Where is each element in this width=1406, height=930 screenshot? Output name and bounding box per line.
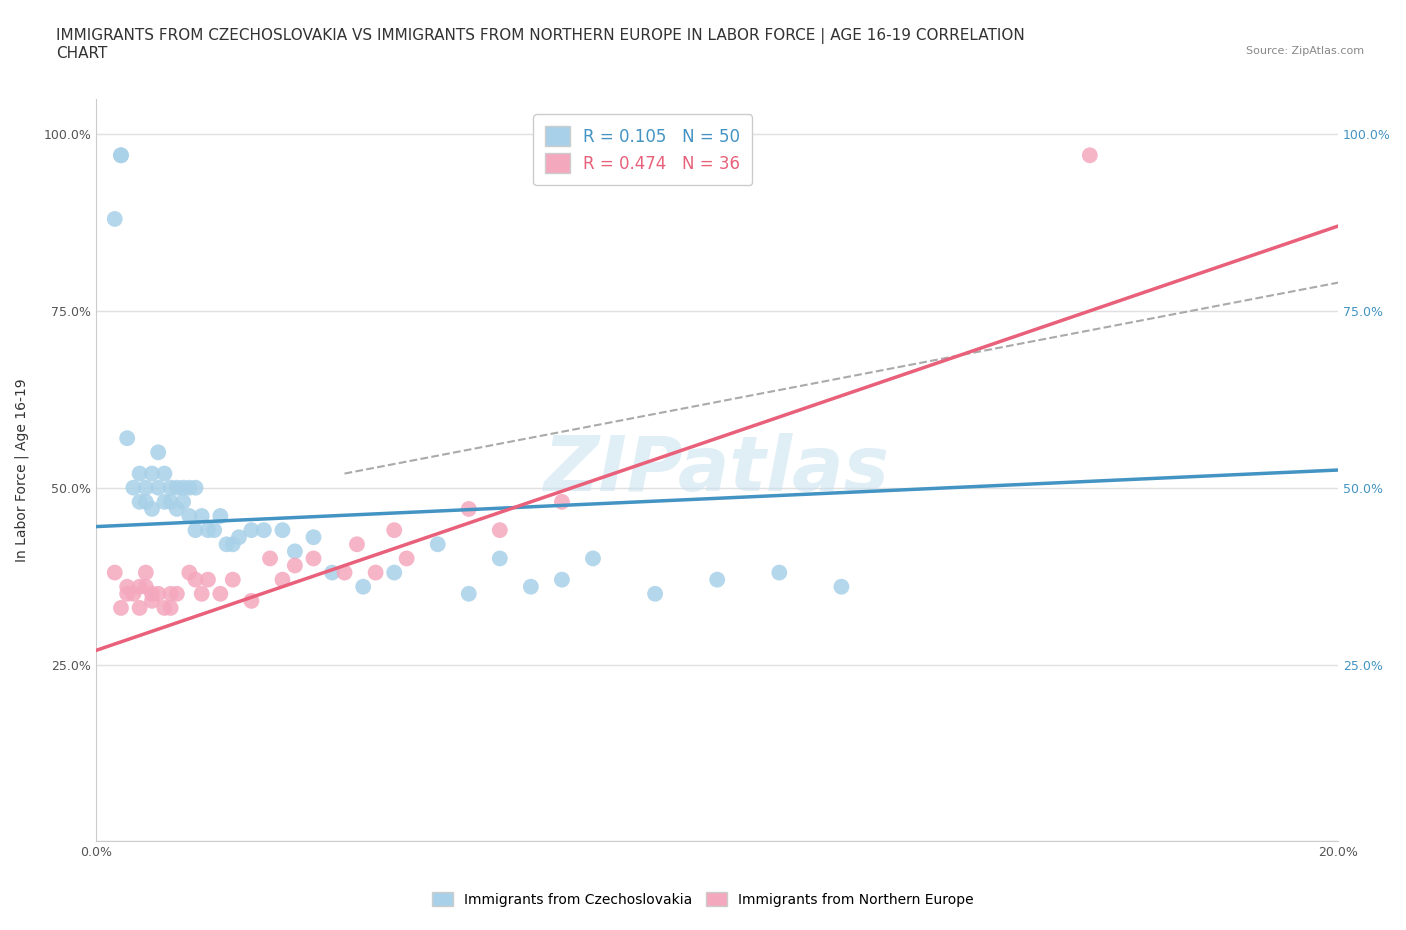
Point (110, 148, 132, 163)
Point (457, 501, 479, 516)
Point (115, 586, 138, 601)
Point (148, 445, 170, 459)
Legend: R = 0.105   N = 50, R = 0.474   N = 36: R = 0.105 N = 50, R = 0.474 N = 36 (533, 114, 752, 185)
Point (159, 480, 181, 495)
Point (197, 523, 219, 538)
Point (382, 565, 405, 580)
Point (768, 565, 790, 580)
Point (209, 586, 232, 601)
Point (395, 551, 418, 565)
Point (222, 537, 245, 551)
Point (240, 523, 263, 538)
Point (110, 601, 132, 616)
Point (159, 495, 181, 510)
Point (271, 572, 294, 587)
Point (520, 579, 543, 594)
Point (582, 551, 605, 565)
Point (141, 501, 163, 516)
Point (115, 579, 138, 594)
Point (135, 495, 157, 510)
Point (135, 565, 157, 580)
Text: Source: ZipAtlas.com: Source: ZipAtlas.com (1246, 46, 1364, 57)
Legend: Immigrants from Czechoslovakia, Immigrants from Northern Europe: Immigrants from Czechoslovakia, Immigran… (425, 885, 981, 914)
Point (706, 572, 728, 587)
Text: IMMIGRANTS FROM CZECHOSLOVAKIA VS IMMIGRANTS FROM NORTHERN EUROPE IN LABOR FORCE: IMMIGRANTS FROM CZECHOSLOVAKIA VS IMMIGR… (56, 28, 1025, 61)
Point (240, 593, 263, 608)
Point (179, 565, 201, 580)
Point (166, 480, 188, 495)
Point (228, 530, 250, 545)
Point (141, 593, 163, 608)
Point (209, 509, 232, 524)
Point (141, 586, 163, 601)
Point (190, 586, 212, 601)
Point (153, 466, 176, 481)
Point (166, 501, 188, 516)
Point (159, 586, 181, 601)
Point (153, 495, 176, 510)
Point (830, 579, 852, 594)
Point (551, 572, 574, 587)
Point (284, 558, 307, 573)
Point (184, 572, 207, 587)
Point (153, 601, 176, 616)
Point (179, 480, 201, 495)
Point (426, 537, 449, 551)
Point (253, 523, 276, 538)
Point (148, 586, 170, 601)
Point (321, 565, 343, 580)
Point (333, 565, 356, 580)
Point (271, 523, 294, 538)
Point (135, 480, 157, 495)
Y-axis label: In Labor Force | Age 16-19: In Labor Force | Age 16-19 (15, 379, 30, 562)
Text: ZIPatlas: ZIPatlas (544, 433, 890, 507)
Point (110, 148, 132, 163)
Point (184, 480, 207, 495)
Point (115, 431, 138, 445)
Point (488, 551, 510, 565)
Point (128, 495, 150, 510)
Point (159, 601, 181, 616)
Point (302, 551, 325, 565)
Point (215, 537, 238, 551)
Point (551, 495, 574, 510)
Point (128, 601, 150, 616)
Point (166, 586, 188, 601)
Point (128, 579, 150, 594)
Point (122, 480, 145, 495)
Point (190, 509, 212, 524)
Point (128, 466, 150, 481)
Point (284, 544, 307, 559)
Point (197, 572, 219, 587)
Point (184, 523, 207, 538)
Point (644, 586, 666, 601)
Point (104, 565, 127, 580)
Point (302, 530, 325, 545)
Point (346, 537, 368, 551)
Point (259, 551, 281, 565)
Point (364, 565, 387, 580)
Point (352, 579, 374, 594)
Point (382, 523, 405, 538)
Point (222, 572, 245, 587)
Point (179, 509, 201, 524)
Point (122, 586, 145, 601)
Point (1078, 148, 1101, 163)
Point (172, 495, 194, 510)
Point (488, 523, 510, 538)
Point (135, 579, 157, 594)
Point (172, 480, 194, 495)
Point (141, 466, 163, 481)
Point (148, 480, 170, 495)
Point (104, 211, 127, 226)
Point (457, 586, 479, 601)
Point (202, 523, 225, 538)
